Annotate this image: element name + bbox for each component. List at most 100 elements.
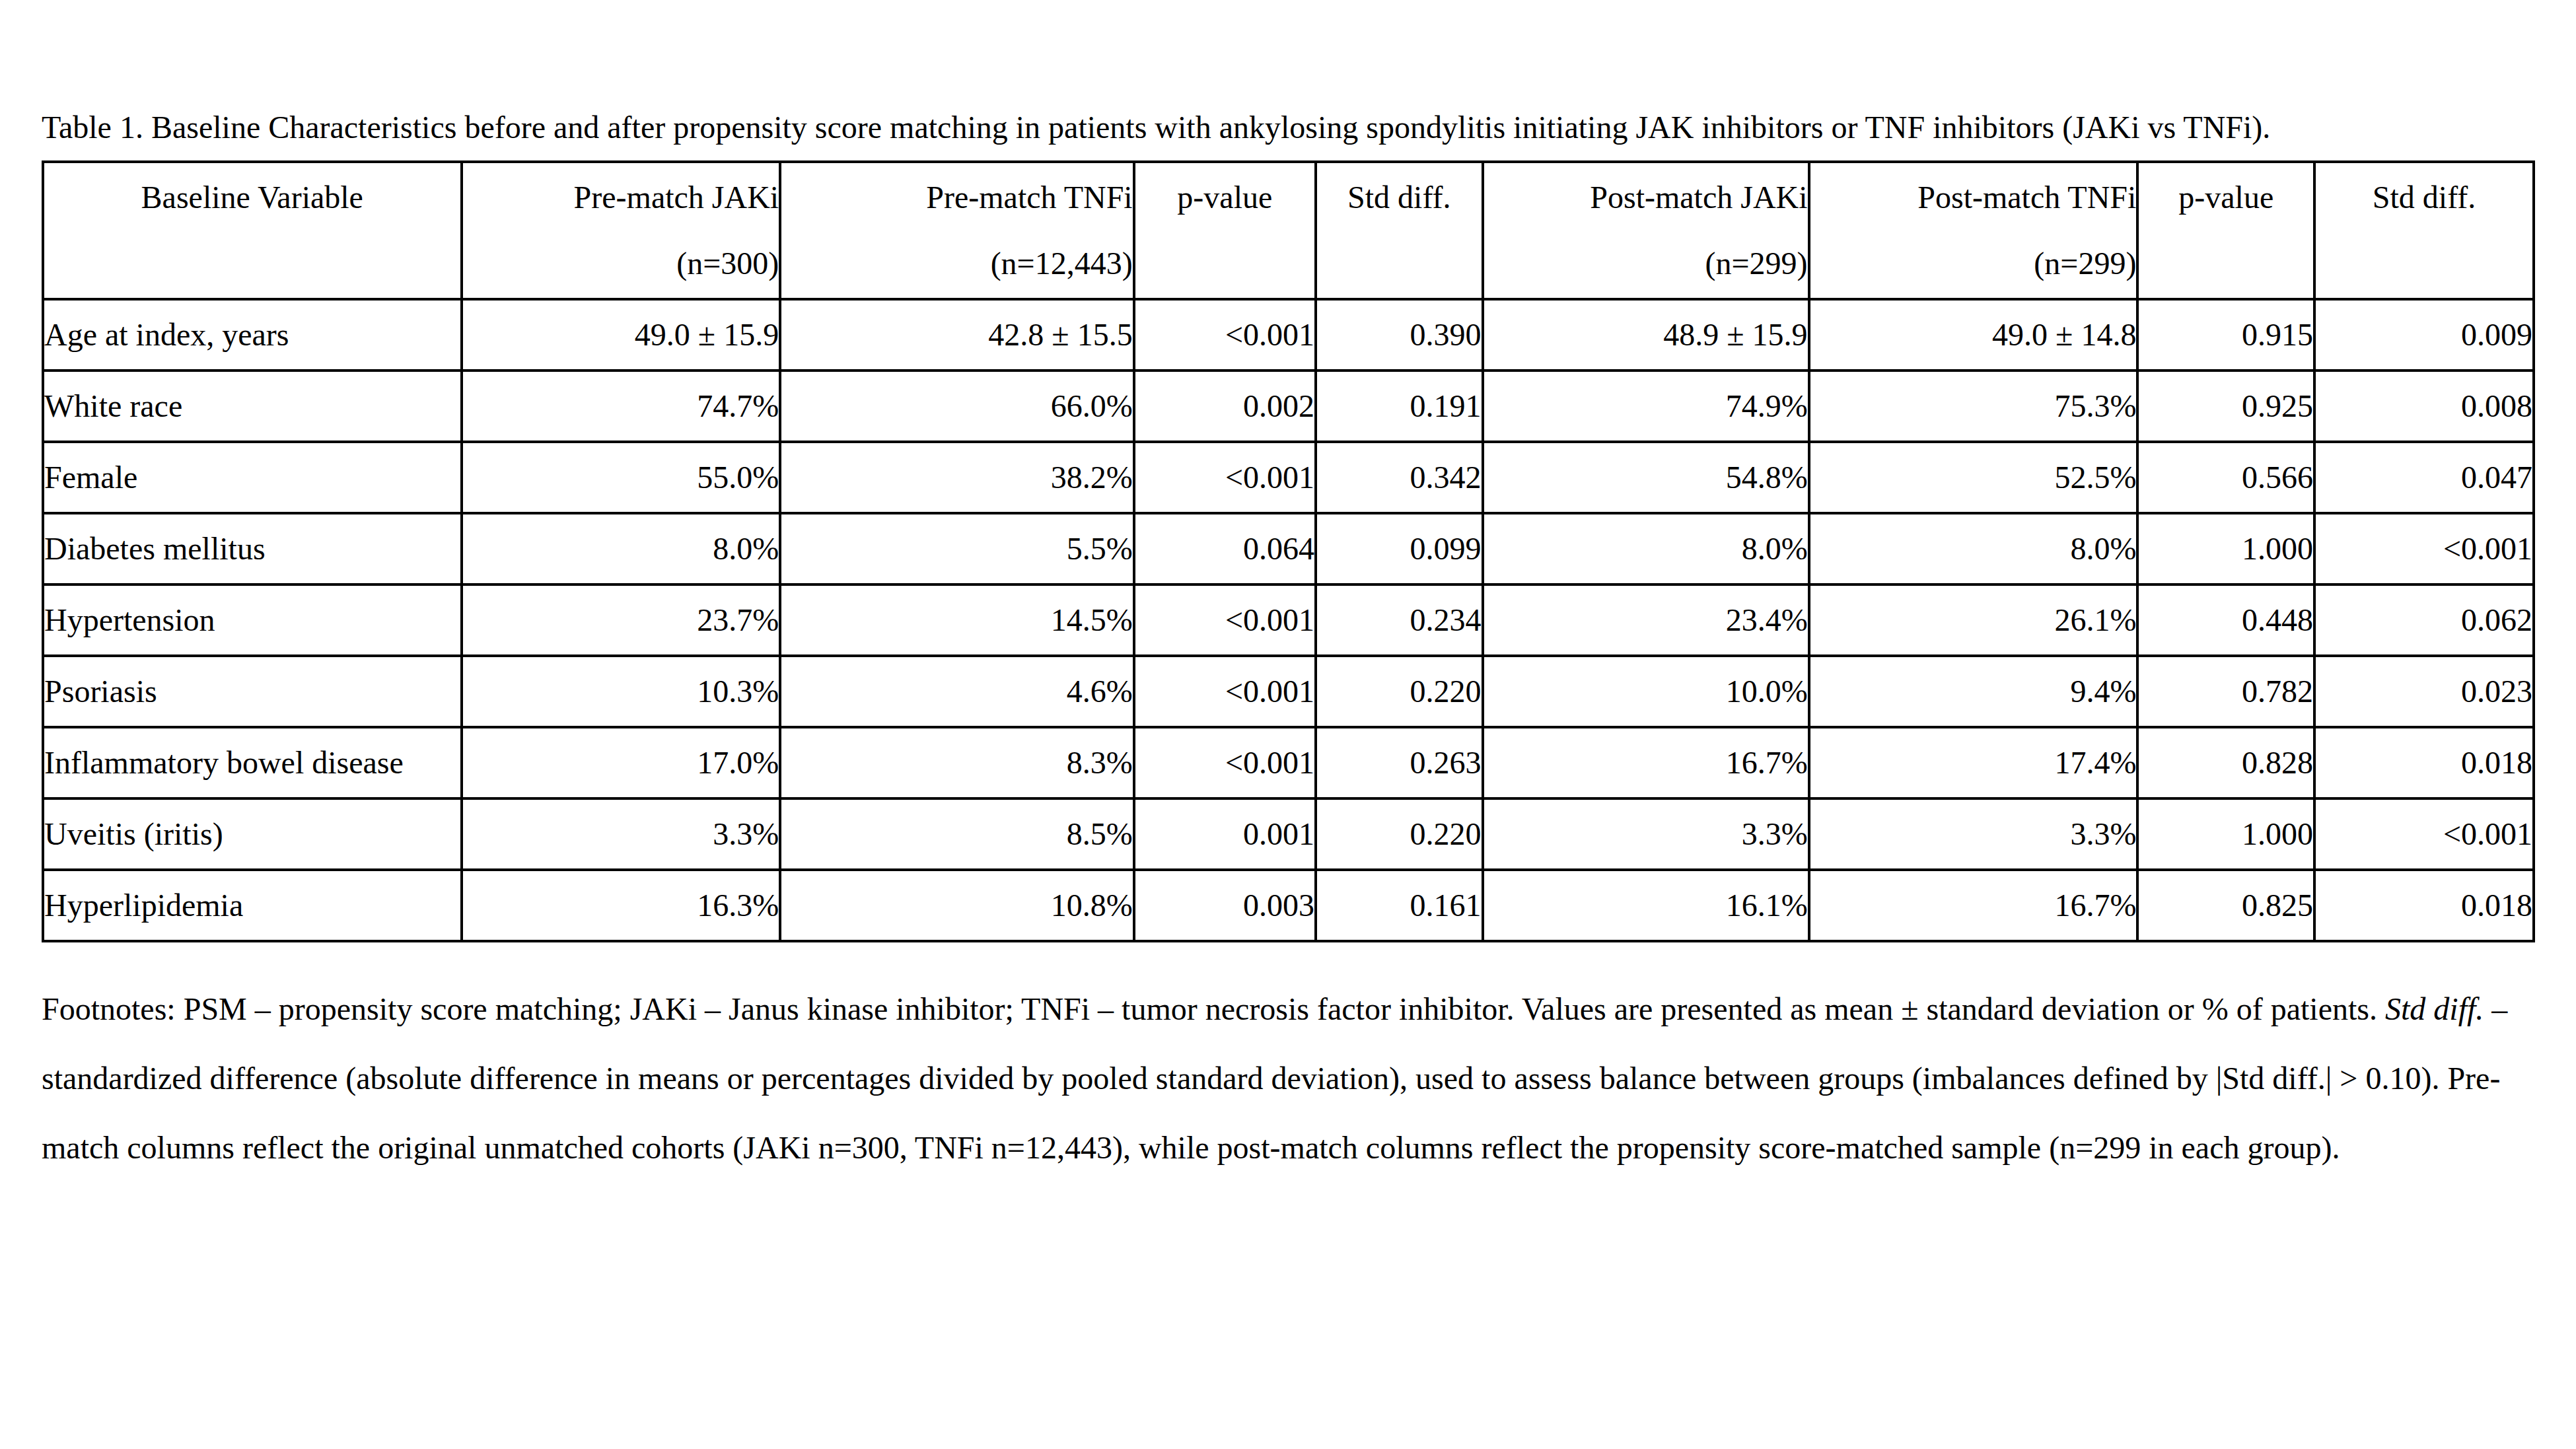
table-caption: Table 1. Baseline Characteristics before… — [42, 94, 2538, 160]
cell-value: 10.3% — [462, 656, 781, 727]
cell-value: 14.5% — [780, 584, 1133, 656]
cell-value: 48.9 ± 15.9 — [1483, 299, 1809, 371]
row-label: Hypertension — [43, 584, 462, 656]
cell-value: 55.0% — [462, 442, 781, 513]
col-header-n: (n=299) — [1810, 230, 2137, 297]
cell-value: 52.5% — [1809, 442, 2138, 513]
col-header-label: Baseline Variable — [44, 164, 460, 230]
cell-value: 8.5% — [780, 798, 1133, 870]
cell-value: 26.1% — [1809, 584, 2138, 656]
col-header-label: Post-match TNFi — [1810, 164, 2137, 230]
cell-value: 0.002 — [1134, 371, 1316, 442]
cell-value: 54.8% — [1483, 442, 1809, 513]
row-label: Uveitis (iritis) — [43, 798, 462, 870]
manuscript-page: Table 1. Baseline Characteristics before… — [0, 94, 2576, 1449]
col-header-label: p-value — [2139, 164, 2313, 230]
cell-value: 0.234 — [1316, 584, 1483, 656]
cell-value: 0.782 — [2137, 656, 2314, 727]
col-header-label: p-value — [1135, 164, 1314, 230]
cell-value: 0.448 — [2137, 584, 2314, 656]
cell-value: 0.925 — [2137, 371, 2314, 442]
cell-value: 0.263 — [1316, 727, 1483, 798]
cell-value: 0.825 — [2137, 870, 2314, 941]
cell-value: <0.001 — [2314, 798, 2534, 870]
cell-value: 0.220 — [1316, 656, 1483, 727]
cell-value: <0.001 — [1134, 299, 1316, 371]
cell-value: 10.0% — [1483, 656, 1809, 727]
cell-value: 0.342 — [1316, 442, 1483, 513]
col-header-post-match-tnfi: Post-match TNFi (n=299) — [1809, 162, 2138, 299]
cell-value: 23.4% — [1483, 584, 1809, 656]
cell-value: 1.000 — [2137, 513, 2314, 584]
cell-value: 0.023 — [2314, 656, 2534, 727]
cell-value: 3.3% — [1809, 798, 2138, 870]
cell-value: 17.0% — [462, 727, 781, 798]
cell-value: 16.3% — [462, 870, 781, 941]
col-header-label: Post-match JAKi — [1484, 164, 1808, 230]
cell-value: 0.099 — [1316, 513, 1483, 584]
table-row-diabetes: Diabetes mellitus 8.0% 5.5% 0.064 0.099 … — [43, 513, 2534, 584]
table-row-hypertension: Hypertension 23.7% 14.5% <0.001 0.234 23… — [43, 584, 2534, 656]
cell-value: <0.001 — [1134, 656, 1316, 727]
row-label: Psoriasis — [43, 656, 462, 727]
cell-value: 5.5% — [780, 513, 1133, 584]
cell-value: 0.566 — [2137, 442, 2314, 513]
cell-value: 0.008 — [2314, 371, 2534, 442]
cell-value: 3.3% — [462, 798, 781, 870]
table-body: Age at index, years 49.0 ± 15.9 42.8 ± 1… — [43, 299, 2534, 941]
col-header-label: Pre-match JAKi — [463, 164, 779, 230]
cell-value: <0.001 — [1134, 584, 1316, 656]
table-row-ibd: Inflammatory bowel disease 17.0% 8.3% <0… — [43, 727, 2534, 798]
table-header: Baseline Variable Pre-match JAKi (n=300)… — [43, 162, 2534, 299]
baseline-characteristics-table: Baseline Variable Pre-match JAKi (n=300)… — [42, 160, 2535, 942]
col-header-n: (n=300) — [463, 230, 779, 297]
cell-value: 3.3% — [1483, 798, 1809, 870]
cell-value: 9.4% — [1809, 656, 2138, 727]
col-header-label: Pre-match TNFi — [781, 164, 1132, 230]
cell-value: <0.001 — [1134, 727, 1316, 798]
row-label: White race — [43, 371, 462, 442]
cell-value: <0.001 — [1134, 442, 1316, 513]
cell-value: 49.0 ± 15.9 — [462, 299, 781, 371]
cell-value: 0.001 — [1134, 798, 1316, 870]
cell-value: 0.161 — [1316, 870, 1483, 941]
table-row-age: Age at index, years 49.0 ± 15.9 42.8 ± 1… — [43, 299, 2534, 371]
col-header-pre-match-jaki: Pre-match JAKi (n=300) — [462, 162, 781, 299]
cell-value: 0.003 — [1134, 870, 1316, 941]
cell-value: 0.018 — [2314, 870, 2534, 941]
footnote-text: Footnotes: PSM – propensity score matchi… — [42, 991, 2385, 1026]
table-row-hyperlipidemia: Hyperlipidemia 16.3% 10.8% 0.003 0.161 1… — [43, 870, 2534, 941]
cell-value: 10.8% — [780, 870, 1133, 941]
footnotes: Footnotes: PSM – propensity score matchi… — [42, 974, 2538, 1182]
table-row-white-race: White race 74.7% 66.0% 0.002 0.191 74.9%… — [43, 371, 2534, 442]
col-header-pre-std-diff: Std diff. — [1316, 162, 1483, 299]
cell-value: 0.062 — [2314, 584, 2534, 656]
table-row-uveitis: Uveitis (iritis) 3.3% 8.5% 0.001 0.220 3… — [43, 798, 2534, 870]
cell-value: 0.047 — [2314, 442, 2534, 513]
col-header-pre-p-value: p-value — [1134, 162, 1316, 299]
table-row-psoriasis: Psoriasis 10.3% 4.6% <0.001 0.220 10.0% … — [43, 656, 2534, 727]
cell-value: 17.4% — [1809, 727, 2138, 798]
col-header-label: Std diff. — [1317, 164, 1482, 230]
col-header-post-std-diff: Std diff. — [2314, 162, 2534, 299]
cell-value: 16.7% — [1483, 727, 1809, 798]
cell-value: <0.001 — [2314, 513, 2534, 584]
cell-value: 0.018 — [2314, 727, 2534, 798]
cell-value: 42.8 ± 15.5 — [780, 299, 1133, 371]
cell-value: 8.0% — [462, 513, 781, 584]
row-label: Female — [43, 442, 462, 513]
col-header-n: (n=299) — [1484, 230, 1808, 297]
col-header-post-p-value: p-value — [2137, 162, 2314, 299]
cell-value: 66.0% — [780, 371, 1133, 442]
cell-value: 0.191 — [1316, 371, 1483, 442]
cell-value: 74.7% — [462, 371, 781, 442]
cell-value: 4.6% — [780, 656, 1133, 727]
cell-value: 74.9% — [1483, 371, 1809, 442]
cell-value: 23.7% — [462, 584, 781, 656]
col-header-baseline-variable: Baseline Variable — [43, 162, 462, 299]
header-row: Baseline Variable Pre-match JAKi (n=300)… — [43, 162, 2534, 299]
col-header-pre-match-tnfi: Pre-match TNFi (n=12,443) — [780, 162, 1133, 299]
cell-value: 38.2% — [780, 442, 1133, 513]
row-label: Diabetes mellitus — [43, 513, 462, 584]
col-header-label: Std diff. — [2316, 164, 2532, 230]
